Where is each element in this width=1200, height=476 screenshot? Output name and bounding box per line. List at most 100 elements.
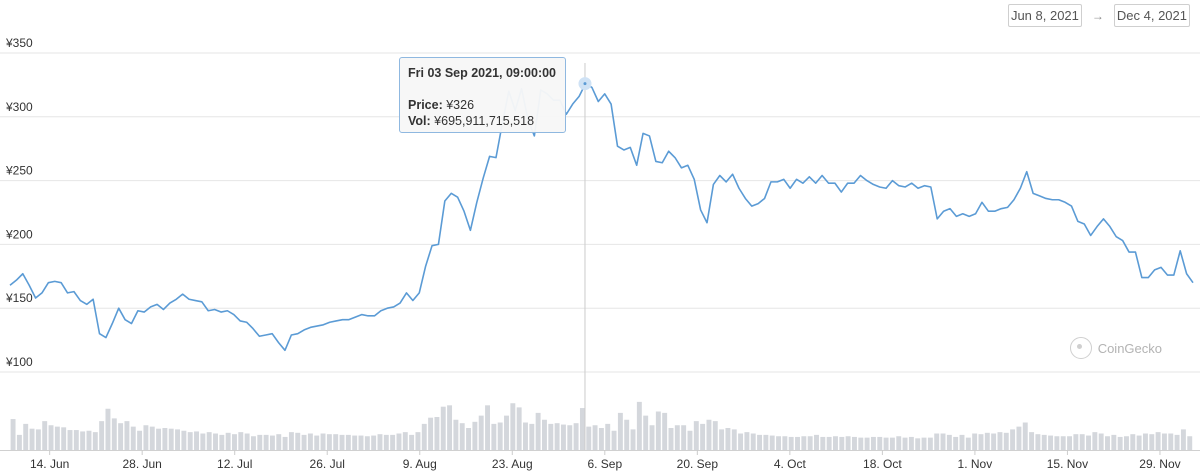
volume-bar	[1067, 436, 1073, 450]
volume-bar	[276, 434, 282, 450]
tooltip-price-value: ¥326	[446, 98, 475, 112]
volume-bar	[162, 428, 168, 450]
volume-bar	[896, 436, 902, 450]
volume-bar	[801, 436, 807, 450]
volume-bar	[48, 425, 54, 450]
date-range-selector: Jun 8, 2021 → Dec 4, 2021	[1007, 4, 1190, 27]
x-tick-label: 12. Jul	[217, 457, 252, 471]
volume-bar	[1124, 436, 1129, 450]
volume-bar	[630, 429, 636, 451]
volume-bar	[1187, 436, 1193, 450]
watermark-text: CoinGecko	[1097, 340, 1162, 356]
volume-bar	[320, 433, 326, 450]
volume-bar	[35, 429, 41, 451]
volume-bar	[485, 405, 490, 450]
volume-bar	[497, 422, 503, 450]
volume-bar	[232, 434, 237, 450]
volume-bar	[118, 423, 124, 450]
tooltip-vol-label: Vol:	[408, 114, 431, 128]
x-tick-label: 20. Sep	[677, 457, 719, 471]
volume-bar	[16, 434, 22, 451]
volume-bar	[1117, 436, 1123, 450]
volume-bar	[396, 433, 402, 450]
volume-bar	[143, 425, 149, 450]
volume-bar	[390, 434, 396, 451]
volume-bar	[940, 433, 946, 450]
volume-bar	[769, 435, 775, 450]
range-start-date[interactable]: Jun 8, 2021	[1007, 4, 1082, 27]
grid-lines	[0, 52, 1200, 451]
volume-bar	[598, 428, 604, 450]
volume-bar	[833, 436, 838, 450]
volume-bar	[421, 423, 427, 451]
volume-bar	[908, 436, 914, 450]
price-tooltip: Fri 03 Sep 2021, 09:00:00 Price: ¥326 Vo…	[399, 57, 566, 133]
tooltip-date: Fri 03 Sep 2021, 09:00:00	[408, 66, 557, 80]
volume-bar	[269, 435, 275, 450]
volume-bar	[965, 437, 971, 451]
volume-bar	[763, 434, 769, 451]
volume-bar	[1086, 435, 1091, 450]
x-tick-label: 29. Nov	[1139, 457, 1180, 471]
volume-bar	[282, 436, 288, 450]
y-tick-label: ¥150	[5, 291, 33, 305]
volume-bar	[371, 435, 377, 450]
range-arrow-icon: →	[1091, 8, 1104, 23]
volume-bar	[175, 429, 181, 451]
volume-bar	[453, 419, 459, 450]
volume-bar	[662, 412, 668, 451]
volume-bar	[554, 423, 560, 450]
tooltip-price-row: Price: ¥326	[408, 97, 557, 113]
volume-bar	[358, 435, 364, 450]
volume-bar	[902, 437, 908, 451]
volume-bar	[295, 432, 301, 450]
volume-bar	[99, 421, 105, 451]
volume-bar	[111, 418, 117, 450]
volume-bar	[194, 431, 199, 450]
volume-bar	[858, 437, 864, 451]
volume-bar	[1142, 433, 1148, 450]
volume-bar	[1003, 432, 1009, 450]
volume-bar	[738, 433, 744, 450]
volume-bar	[440, 406, 446, 450]
volume-bar	[997, 432, 1003, 451]
volume-bar	[1060, 436, 1066, 450]
volume-bar	[776, 436, 781, 450]
volume-bar	[851, 436, 857, 450]
volume-bar	[795, 436, 800, 450]
volume-bar	[491, 423, 497, 451]
volume-bar	[383, 434, 389, 451]
volume-bar	[592, 425, 598, 450]
volume-bar	[187, 432, 193, 451]
volume-bar	[1168, 433, 1174, 450]
range-end-date[interactable]: Dec 4, 2021	[1113, 4, 1190, 27]
volume-bar	[814, 434, 819, 451]
volume-bar	[10, 419, 16, 450]
volume-bar	[1180, 429, 1186, 451]
volume-bar	[352, 435, 358, 450]
volume-bar	[263, 434, 269, 451]
volume-bar	[1041, 434, 1047, 451]
y-tick-label: ¥350	[5, 36, 33, 50]
volume-bar	[1161, 433, 1167, 450]
volume-bar	[314, 435, 320, 450]
volume-bar	[459, 423, 465, 450]
volume-bar	[643, 415, 649, 451]
x-tick-label: 6. Sep	[587, 457, 622, 471]
tooltip-vol-value: ¥695,911,715,518	[434, 114, 535, 128]
volume-bar	[1010, 429, 1016, 451]
coingecko-watermark: CoinGecko	[1069, 337, 1162, 359]
volume-bar	[877, 436, 883, 450]
y-tick-label: ¥100	[5, 355, 33, 369]
volume-bar	[978, 434, 984, 450]
volume-bar	[706, 419, 712, 450]
volume-bar	[257, 434, 263, 451]
volume-bar	[251, 436, 256, 450]
volume-bar	[377, 434, 383, 450]
volume-bar	[807, 436, 813, 450]
volume-bar	[915, 438, 921, 450]
volume-bar	[750, 433, 756, 450]
volume-bar	[725, 428, 731, 450]
volume-bar	[693, 421, 699, 451]
